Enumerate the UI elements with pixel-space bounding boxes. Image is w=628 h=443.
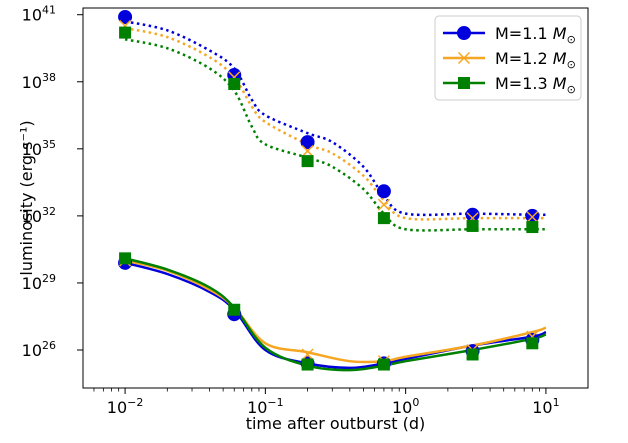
y-tick-label: 1026 — [22, 339, 56, 360]
data-point — [118, 9, 133, 24]
data-point — [525, 208, 540, 223]
data-point — [465, 207, 480, 222]
data-point — [377, 198, 390, 211]
x-marker-stroke — [526, 210, 539, 224]
series-2 — [124, 26, 547, 364]
data-point — [301, 155, 314, 168]
series-solid-line — [124, 257, 547, 372]
data-point — [301, 358, 314, 371]
minor-ticks-layer — [93, 388, 540, 392]
legend-box — [434, 15, 582, 101]
data-point — [301, 145, 314, 158]
x-tick-label: 10−2 — [107, 396, 144, 417]
data-point — [377, 212, 390, 225]
x-tick-label: 101 — [532, 396, 559, 417]
plot-frame — [82, 7, 589, 389]
legend: M=1.1 M⊙ M=1.2 M⊙ M=1.3 M⊙ — [434, 15, 582, 101]
legend-marker — [457, 26, 471, 40]
legend-marker — [457, 51, 471, 65]
data-point — [300, 135, 315, 150]
series-dotted-line — [124, 38, 546, 232]
series-solid-line — [124, 259, 547, 364]
data-point — [377, 358, 390, 371]
legend-label: M=1.2 M⊙ — [495, 49, 576, 71]
data-point — [526, 337, 539, 350]
series-layer — [118, 9, 547, 372]
data-point — [526, 221, 539, 234]
data-point — [119, 26, 132, 39]
data-point — [466, 219, 479, 232]
y-tick-label: 1041 — [22, 4, 56, 25]
data-point — [376, 184, 391, 199]
y-axis-label: luminosity (erg s⁻¹) — [17, 120, 36, 275]
y-tick-label: 1038 — [22, 71, 56, 92]
data-point — [228, 78, 241, 90]
legend-label: M=1.3 M⊙ — [495, 74, 576, 96]
x-marker-stroke — [301, 145, 314, 158]
legend-label: M=1.1 M⊙ — [495, 24, 576, 46]
data-point — [466, 348, 479, 361]
x-marker-stroke — [377, 198, 390, 211]
x-marker-stroke — [457, 51, 471, 65]
series-dotted-line — [124, 26, 546, 221]
data-point — [228, 303, 241, 316]
x-axis-label: time after outburst (d) — [246, 414, 426, 433]
series-markers-3 — [119, 26, 539, 371]
data-point — [119, 252, 132, 265]
legend-marker — [458, 77, 470, 89]
data-point — [526, 210, 539, 224]
data-point — [301, 348, 314, 361]
x-marker-stroke — [301, 348, 314, 361]
